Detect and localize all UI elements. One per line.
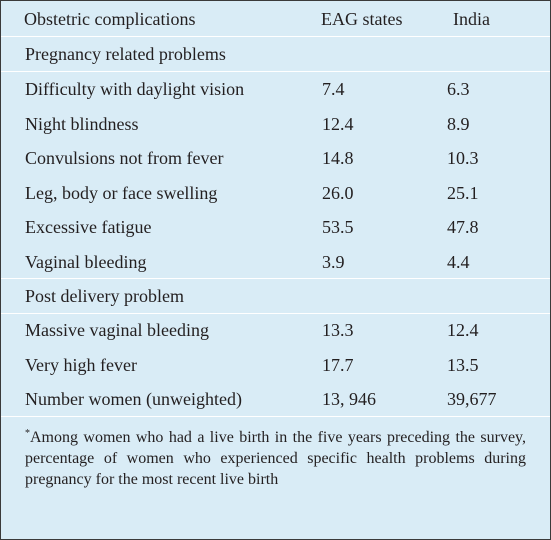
- row-india-value: 4.4: [447, 251, 470, 272]
- table-header-row: Obstetric complications EAG states India: [1, 1, 550, 37]
- row-india-value: 10.3: [447, 148, 479, 168]
- row-india-value: 39,677: [447, 388, 497, 409]
- row-eag-value: 7.4: [322, 79, 345, 99]
- header-eag-states: EAG states: [321, 9, 403, 29]
- section-title-row: Pregnancy related problems: [1, 37, 550, 72]
- row-india-value: 47.8: [447, 217, 479, 237]
- table-row: Excessive fatigue 53.5 47.8: [1, 210, 550, 245]
- row-india-value: 6.3: [447, 79, 470, 99]
- footnote-text: *Among women who had a live birth in the…: [25, 427, 526, 490]
- row-eag-value: 12.4: [322, 113, 354, 134]
- row-india-value: 25.1: [447, 182, 479, 203]
- row-label: Number women (unweighted): [25, 388, 242, 409]
- row-label: Leg, body or face swelling: [25, 182, 218, 203]
- table-row: Difficulty with daylight vision 7.4 6.3: [1, 72, 550, 107]
- header-obstetric-complications: Obstetric complications: [24, 9, 196, 29]
- section-title-post-delivery: Post delivery problem: [25, 286, 184, 306]
- row-eag-value: 13, 946: [322, 388, 376, 409]
- row-eag-value: 26.0: [322, 182, 354, 203]
- row-label: Convulsions not from fever: [25, 148, 224, 168]
- row-label: Very high fever: [25, 354, 137, 375]
- row-india-value: 12.4: [447, 320, 479, 340]
- table-row: Night blindness 12.4 8.9: [1, 107, 550, 142]
- section-title-row: Post delivery problem: [1, 280, 550, 314]
- row-india-value: 13.5: [447, 354, 479, 375]
- footnote-marker: *: [25, 428, 30, 439]
- table-row: Convulsions not from fever 14.8 10.3: [1, 141, 550, 176]
- row-eag-value: 53.5: [322, 217, 354, 237]
- row-eag-value: 13.3: [322, 320, 354, 340]
- table-footnote: *Among women who had a live birth in the…: [1, 416, 550, 540]
- row-label: Vaginal bleeding: [25, 251, 147, 272]
- row-label: Massive vaginal bleeding: [25, 320, 209, 340]
- table-row: Very high fever 17.7 13.5: [1, 349, 550, 384]
- row-label: Difficulty with daylight vision: [25, 79, 245, 99]
- section-title-pregnancy-related: Pregnancy related problems: [25, 44, 226, 64]
- header-india: India: [453, 9, 490, 29]
- row-eag-value: 3.9: [322, 251, 345, 272]
- table-row: Vaginal bleeding 3.9 4.4: [1, 245, 550, 279]
- table-row: Number women (unweighted) 13, 946 39,677: [1, 383, 550, 418]
- table-row: Leg, body or face swelling 26.0 25.1: [1, 176, 550, 211]
- table-row: Massive vaginal bleeding 13.3 12.4: [1, 314, 550, 349]
- row-eag-value: 17.7: [322, 354, 354, 375]
- footnote-body: Among women who had a live birth in the …: [25, 429, 526, 488]
- row-india-value: 8.9: [447, 113, 470, 134]
- row-eag-value: 14.8: [322, 148, 354, 168]
- row-label: Excessive fatigue: [25, 217, 152, 237]
- row-label: Night blindness: [25, 113, 139, 134]
